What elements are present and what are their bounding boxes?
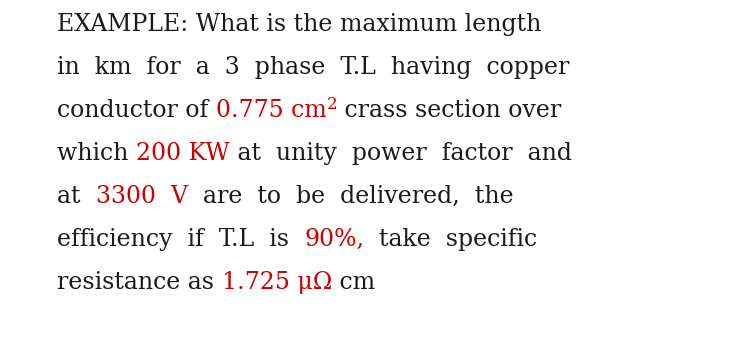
Text: efficiency  if  T.L  is: efficiency if T.L is — [57, 228, 304, 251]
Text: take  specific: take specific — [364, 228, 537, 251]
Text: conductor of: conductor of — [57, 99, 216, 122]
Text: 90%,: 90%, — [304, 228, 364, 251]
Text: are  to  be  delivered,  the: are to be delivered, the — [188, 185, 513, 208]
Text: in  km  for  a  3  phase  T.L  having  copper: in km for a 3 phase T.L having copper — [57, 56, 569, 79]
Text: 3300  V: 3300 V — [95, 185, 188, 208]
Text: 1.725 μΩ: 1.725 μΩ — [221, 271, 332, 294]
Text: 0.775 cm: 0.775 cm — [216, 99, 326, 122]
Text: at  unity  power  factor  and: at unity power factor and — [230, 142, 572, 165]
Text: cm: cm — [332, 271, 375, 294]
Text: crass section over: crass section over — [338, 99, 561, 122]
Text: which: which — [57, 142, 136, 165]
Text: 2: 2 — [326, 96, 338, 113]
Text: EXAMPLE: What is the maximum length: EXAMPLE: What is the maximum length — [57, 13, 542, 36]
Text: 200 KW: 200 KW — [136, 142, 230, 165]
Text: at: at — [57, 185, 95, 208]
Text: resistance as: resistance as — [57, 271, 221, 294]
